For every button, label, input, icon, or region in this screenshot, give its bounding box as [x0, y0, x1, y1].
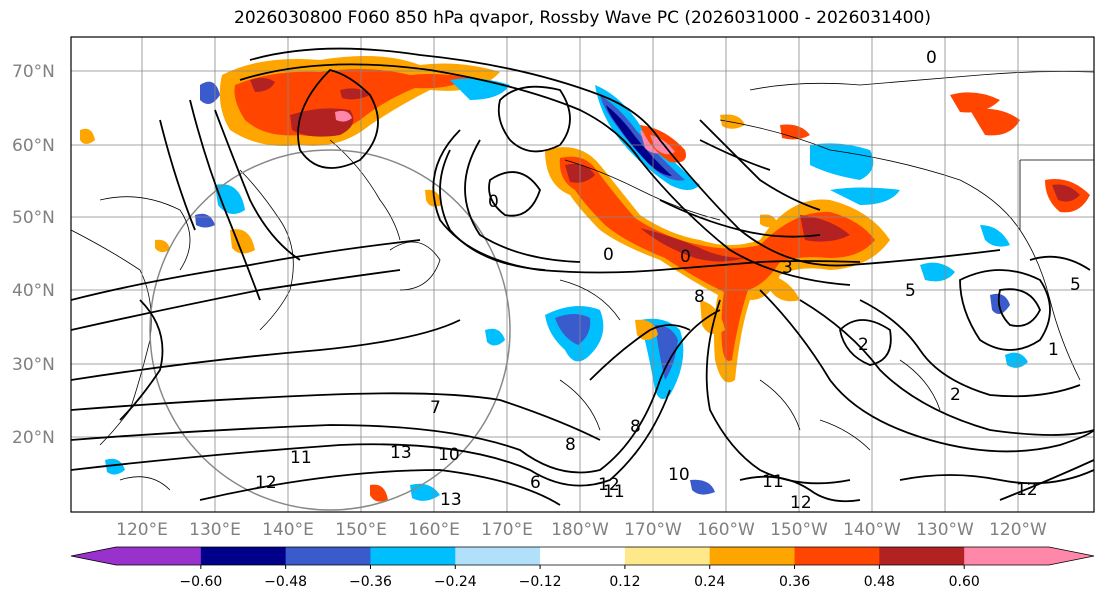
colorbar-tick-label: −0.24 [434, 574, 477, 590]
contour-label: 8 [694, 287, 705, 307]
coastlines [71, 71, 1094, 446]
lon-label: 140°W [843, 520, 901, 540]
lon-label: 170°W [624, 520, 682, 540]
contour-label: 5 [905, 281, 916, 301]
colorbar-segment [879, 547, 965, 565]
contours [71, 47, 1094, 506]
contour-label: 10 [668, 465, 690, 485]
contour-label: 0 [488, 192, 499, 212]
range-circle [149, 149, 511, 511]
colorbar-outline [70, 546, 1095, 566]
lat-label: 40°N [12, 281, 55, 301]
colorbar-segment [116, 547, 202, 565]
contour-label: 13 [440, 490, 462, 510]
contour-label: 2 [950, 385, 961, 405]
contour-label: 5 [1070, 275, 1081, 295]
contour-label: 11 [762, 472, 784, 492]
contour-label: 6 [530, 473, 541, 493]
colorbar-tick-label: 0.60 [949, 574, 980, 590]
contour-label: 12 [598, 475, 620, 495]
contour-label: 11 [290, 448, 312, 468]
lon-label: 150°W [770, 520, 828, 540]
colorbar: −0.60 −0.48 −0.36 −0.24 −0.12 0.12 0.24 0.36 0.4… [70, 546, 1095, 590]
lat-label: 20°N [12, 428, 55, 448]
colorbar-segment [455, 547, 541, 565]
thin-contours [99, 196, 941, 491]
longitude-labels: 120°E 130°E 140°E 150°E 160°E 170°E 180°… [116, 520, 1047, 540]
contour-label: 0 [603, 245, 614, 265]
lon-label: 130°E [189, 520, 241, 540]
map-title: 2026030800 F060 850 hPa qvapor, Rossby W… [234, 8, 931, 28]
contour-label: 8 [630, 417, 641, 437]
lon-label: 160°E [408, 520, 460, 540]
colorbar-tick-label: −0.36 [349, 574, 392, 590]
colorbar-extend-high [1049, 547, 1094, 565]
colorbar-segment [794, 547, 880, 565]
contour-label: 13 [390, 443, 412, 463]
latitude-labels: 70°N 60°N 50°N 40°N 30°N 20°N [12, 62, 55, 448]
colorbar-tick-label: 0.12 [609, 574, 640, 590]
colorbar-tick-label: −0.60 [179, 574, 222, 590]
colorbar-tick-label: 0.36 [779, 574, 810, 590]
contour-label: 11 [603, 482, 625, 502]
graticule [71, 37, 1094, 512]
lon-label: 170°E [481, 520, 533, 540]
lon-label: 180°W [551, 520, 609, 540]
colorbar-segment [624, 547, 711, 565]
contour-label: 1 [1048, 340, 1059, 360]
lat-label: 60°N [12, 136, 55, 156]
contour-label: 0 [926, 48, 937, 68]
contour-label: 7 [430, 398, 441, 418]
lat-label: 70°N [12, 62, 55, 82]
contour-label: 0 [680, 247, 691, 267]
colorbar-segment [964, 547, 1050, 565]
lat-label: 30°N [12, 355, 55, 375]
lon-label: 120°E [116, 520, 168, 540]
lat-label: 50°N [12, 208, 55, 228]
colorbar-segment [200, 547, 287, 565]
colorbar-segment [709, 547, 796, 565]
contour-label: 3 [782, 258, 793, 278]
contour-label: 12 [1016, 480, 1038, 500]
map-border [70, 36, 1095, 513]
contour-label: 12 [255, 473, 277, 493]
contour-label: 8 [565, 435, 576, 455]
colorbar-tick-label: −0.48 [264, 574, 307, 590]
colorbar-tick-label: 0.48 [864, 574, 895, 590]
contour-label: 12 [790, 493, 812, 513]
lon-label: 120°W [989, 520, 1047, 540]
lon-label: 130°W [916, 520, 974, 540]
lon-label: 160°W [697, 520, 755, 540]
contour-labels: 0 0 0 3 5 5 8 2 2 7 8 10 11 13 13 12 12 … [255, 48, 1081, 513]
lon-label: 140°E [262, 520, 314, 540]
lon-label: 150°E [335, 520, 387, 540]
colorbar-segment [285, 547, 371, 565]
contour-label: 2 [858, 335, 869, 355]
contour-label: 10 [438, 445, 460, 465]
colorbar-segment [540, 547, 626, 565]
colorbar-tick-label: 0.24 [694, 574, 725, 590]
colorbar-extend-low [71, 547, 116, 565]
colorbar-tick-label: −0.12 [519, 574, 562, 590]
colorbar-segment [370, 547, 456, 565]
